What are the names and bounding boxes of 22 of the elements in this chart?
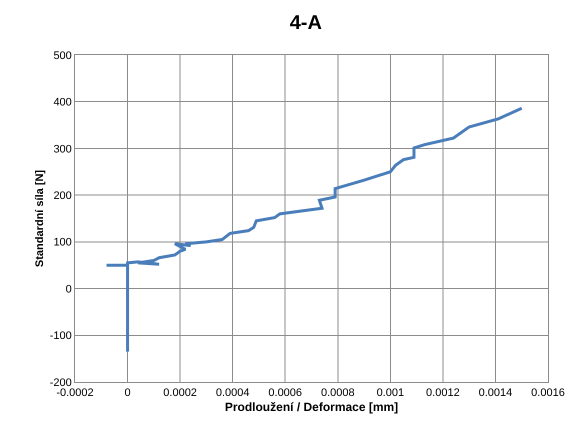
y-tick-label: -100 (50, 330, 72, 342)
y-tick-label: 0 (66, 283, 72, 296)
y-axis-title: Standardní síla [N] (34, 170, 46, 268)
x-tick-label: 0.0006 (268, 387, 302, 400)
x-tick-label: 0.0012 (426, 387, 460, 400)
x-tick-label: 0.0014 (478, 387, 512, 400)
chart-title: 4-A (290, 12, 322, 34)
x-tick-label: 0.001 (376, 387, 404, 400)
y-tick-label: -200 (50, 376, 72, 389)
y-tick-label: 500 (53, 50, 72, 62)
y-tick-label: 200 (53, 190, 72, 202)
x-tick-label: 0 (124, 387, 131, 400)
y-tick-label: 100 (53, 236, 72, 249)
line-series (105, 106, 524, 354)
x-tick-label: 0.0004 (216, 387, 250, 400)
x-tick-label: -0.0002 (56, 387, 94, 400)
y-tick-label: 400 (53, 96, 72, 109)
x-axis-title: Prodloužení / Deformace [mm] (224, 400, 398, 414)
x-tick-label: 0.0008 (320, 387, 355, 400)
x-tick-label: 0.0002 (163, 387, 197, 400)
y-tick-label: 300 (53, 143, 72, 156)
x-tick-label: 0.0016 (531, 387, 565, 400)
